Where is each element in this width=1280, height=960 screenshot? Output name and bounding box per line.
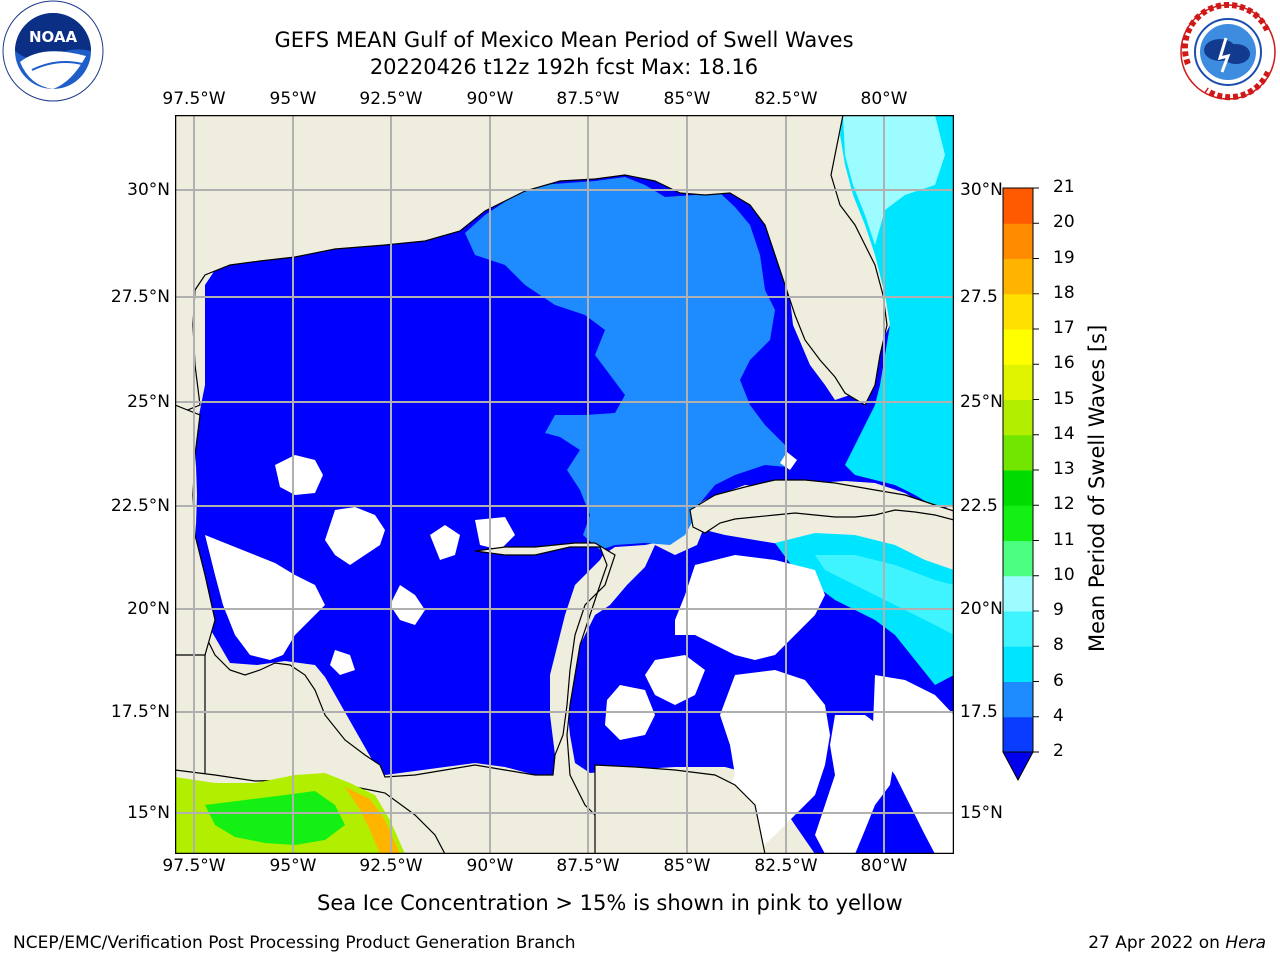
lon-tick-bottom: 97.5°W — [162, 856, 226, 876]
colorbar-band — [1003, 611, 1033, 647]
lon-tick-bottom: 92.5°W — [359, 856, 423, 876]
colorbar-tick-label: 6 — [1053, 670, 1064, 691]
lat-tick-right: 17.5 — [960, 702, 998, 722]
lon-tick-bottom: 82.5°W — [754, 856, 818, 876]
colorbar-tick-label: 12 — [1053, 494, 1075, 515]
lat-tick-right: 22.5 — [960, 496, 998, 516]
lon-tick-top: 90°W — [466, 89, 514, 109]
atlantic-light-cyan — [843, 115, 945, 245]
lat-tick-right: 27.5 — [960, 287, 998, 307]
colorbar-tick-label: 2 — [1053, 741, 1064, 761]
colorbar-tick-label: 8 — [1053, 635, 1064, 656]
lat-tick-left: 25°N — [127, 392, 170, 412]
colorbar-tick-label: 16 — [1053, 353, 1075, 374]
lon-tick-top: 95°W — [269, 89, 317, 109]
colorbar-band — [1003, 575, 1033, 612]
colorbar-extend-triangle — [1002, 751, 1034, 782]
colorbar-tick-label: 14 — [1053, 423, 1075, 444]
plot-title-line2: 20220426 t12z 192h fcst Max: 18.16 — [369, 55, 759, 79]
lon-tick-top: 85°W — [663, 89, 711, 109]
colorbar-band — [1003, 646, 1033, 682]
lat-tick-right: 25°N — [960, 392, 1003, 412]
colorbar-tick-label: 13 — [1053, 459, 1075, 479]
lat-tick-left: 22.5°N — [110, 496, 170, 516]
colorbar-tick-label: 21 — [1053, 177, 1075, 197]
map-panel — [174, 114, 955, 855]
lon-tick-top: 97.5°W — [162, 89, 226, 109]
colorbar-band — [1003, 681, 1033, 718]
colorbar-band — [1003, 223, 1033, 259]
lat-tick-right: 15°N — [960, 803, 1003, 823]
colorbar-band — [1003, 399, 1033, 436]
colorbar-tick-label: 10 — [1053, 564, 1075, 585]
colorbar-band — [1003, 258, 1033, 295]
lon-tick-top: 82.5°W — [754, 89, 818, 109]
lon-tick-top: 87.5°W — [556, 89, 620, 109]
colorbar-tick-label: 18 — [1053, 282, 1075, 303]
footer-date-text: 27 Apr 2022 on — [1088, 933, 1226, 953]
lon-tick-bottom: 95°W — [269, 856, 317, 876]
lat-tick-left: 30°N — [127, 180, 170, 200]
lat-tick-left: 27.5°N — [110, 287, 170, 307]
map-svg — [174, 114, 955, 855]
colorbar-band — [1003, 188, 1033, 224]
colorbar-band — [1003, 293, 1033, 330]
lon-tick-bottom: 85°W — [663, 856, 711, 876]
colorbar-tick-label: 17 — [1053, 318, 1075, 338]
colorbar-band — [1003, 329, 1033, 365]
colorbar-band — [1003, 434, 1033, 471]
lat-tick-right: 30°N — [960, 180, 1003, 200]
footer-date: 27 Apr 2022 on Hera — [1088, 933, 1266, 953]
lat-tick-left: 20°N — [127, 599, 170, 619]
footer-credit: NCEP/EMC/Verification Post Processing Pr… — [13, 933, 576, 953]
noaa-logo-text: NOAA — [29, 28, 78, 46]
colorbar-svg — [1002, 187, 1039, 782]
colorbar-band — [1003, 364, 1033, 400]
colorbar-tick-label: 20 — [1053, 212, 1075, 233]
colorbar-label: Mean Period of Swell Waves [s] — [1085, 324, 1109, 652]
lon-tick-bottom: 87.5°W — [556, 856, 620, 876]
colorbar — [1000, 185, 1040, 785]
lat-tick-left: 17.5°N — [110, 702, 170, 722]
colorbar-band — [1003, 505, 1033, 541]
light-blue-band — [465, 177, 787, 550]
lon-tick-bottom: 90°W — [466, 856, 514, 876]
colorbar-tick-label: 9 — [1053, 600, 1064, 620]
pacific-green — [205, 791, 345, 845]
lon-tick-top: 80°W — [860, 89, 908, 109]
colorbar-band — [1003, 470, 1033, 506]
lat-tick-right: 20°N — [960, 599, 1003, 619]
colorbar-tick-label: 11 — [1053, 529, 1075, 550]
map-frame — [174, 114, 955, 855]
lon-tick-top: 92.5°W — [359, 89, 423, 109]
colorbar-band — [1003, 716, 1033, 753]
colorbar-band — [1003, 540, 1033, 577]
no-data-patches — [205, 452, 954, 854]
colorbar-tick-label: 15 — [1053, 388, 1075, 409]
lat-tick-left: 15°N — [127, 803, 170, 823]
colorbar-tick-label: 4 — [1053, 705, 1064, 726]
lon-tick-bottom: 80°W — [860, 856, 908, 876]
pacific-orange-edge — [345, 787, 400, 854]
colorbar-tick-label: 19 — [1053, 247, 1075, 268]
noaa-logo: NOAA — [2, 0, 104, 102]
nws-logo — [1176, 1, 1280, 102]
texas-coast-land — [174, 404, 216, 656]
footer-host: Hera — [1225, 933, 1266, 953]
sea-ice-note: Sea Ice Concentration > 15% is shown in … — [317, 891, 903, 915]
plot-title-line1: GEFS MEAN Gulf of Mexico Mean Period of … — [274, 28, 854, 52]
graticule — [175, 115, 954, 854]
